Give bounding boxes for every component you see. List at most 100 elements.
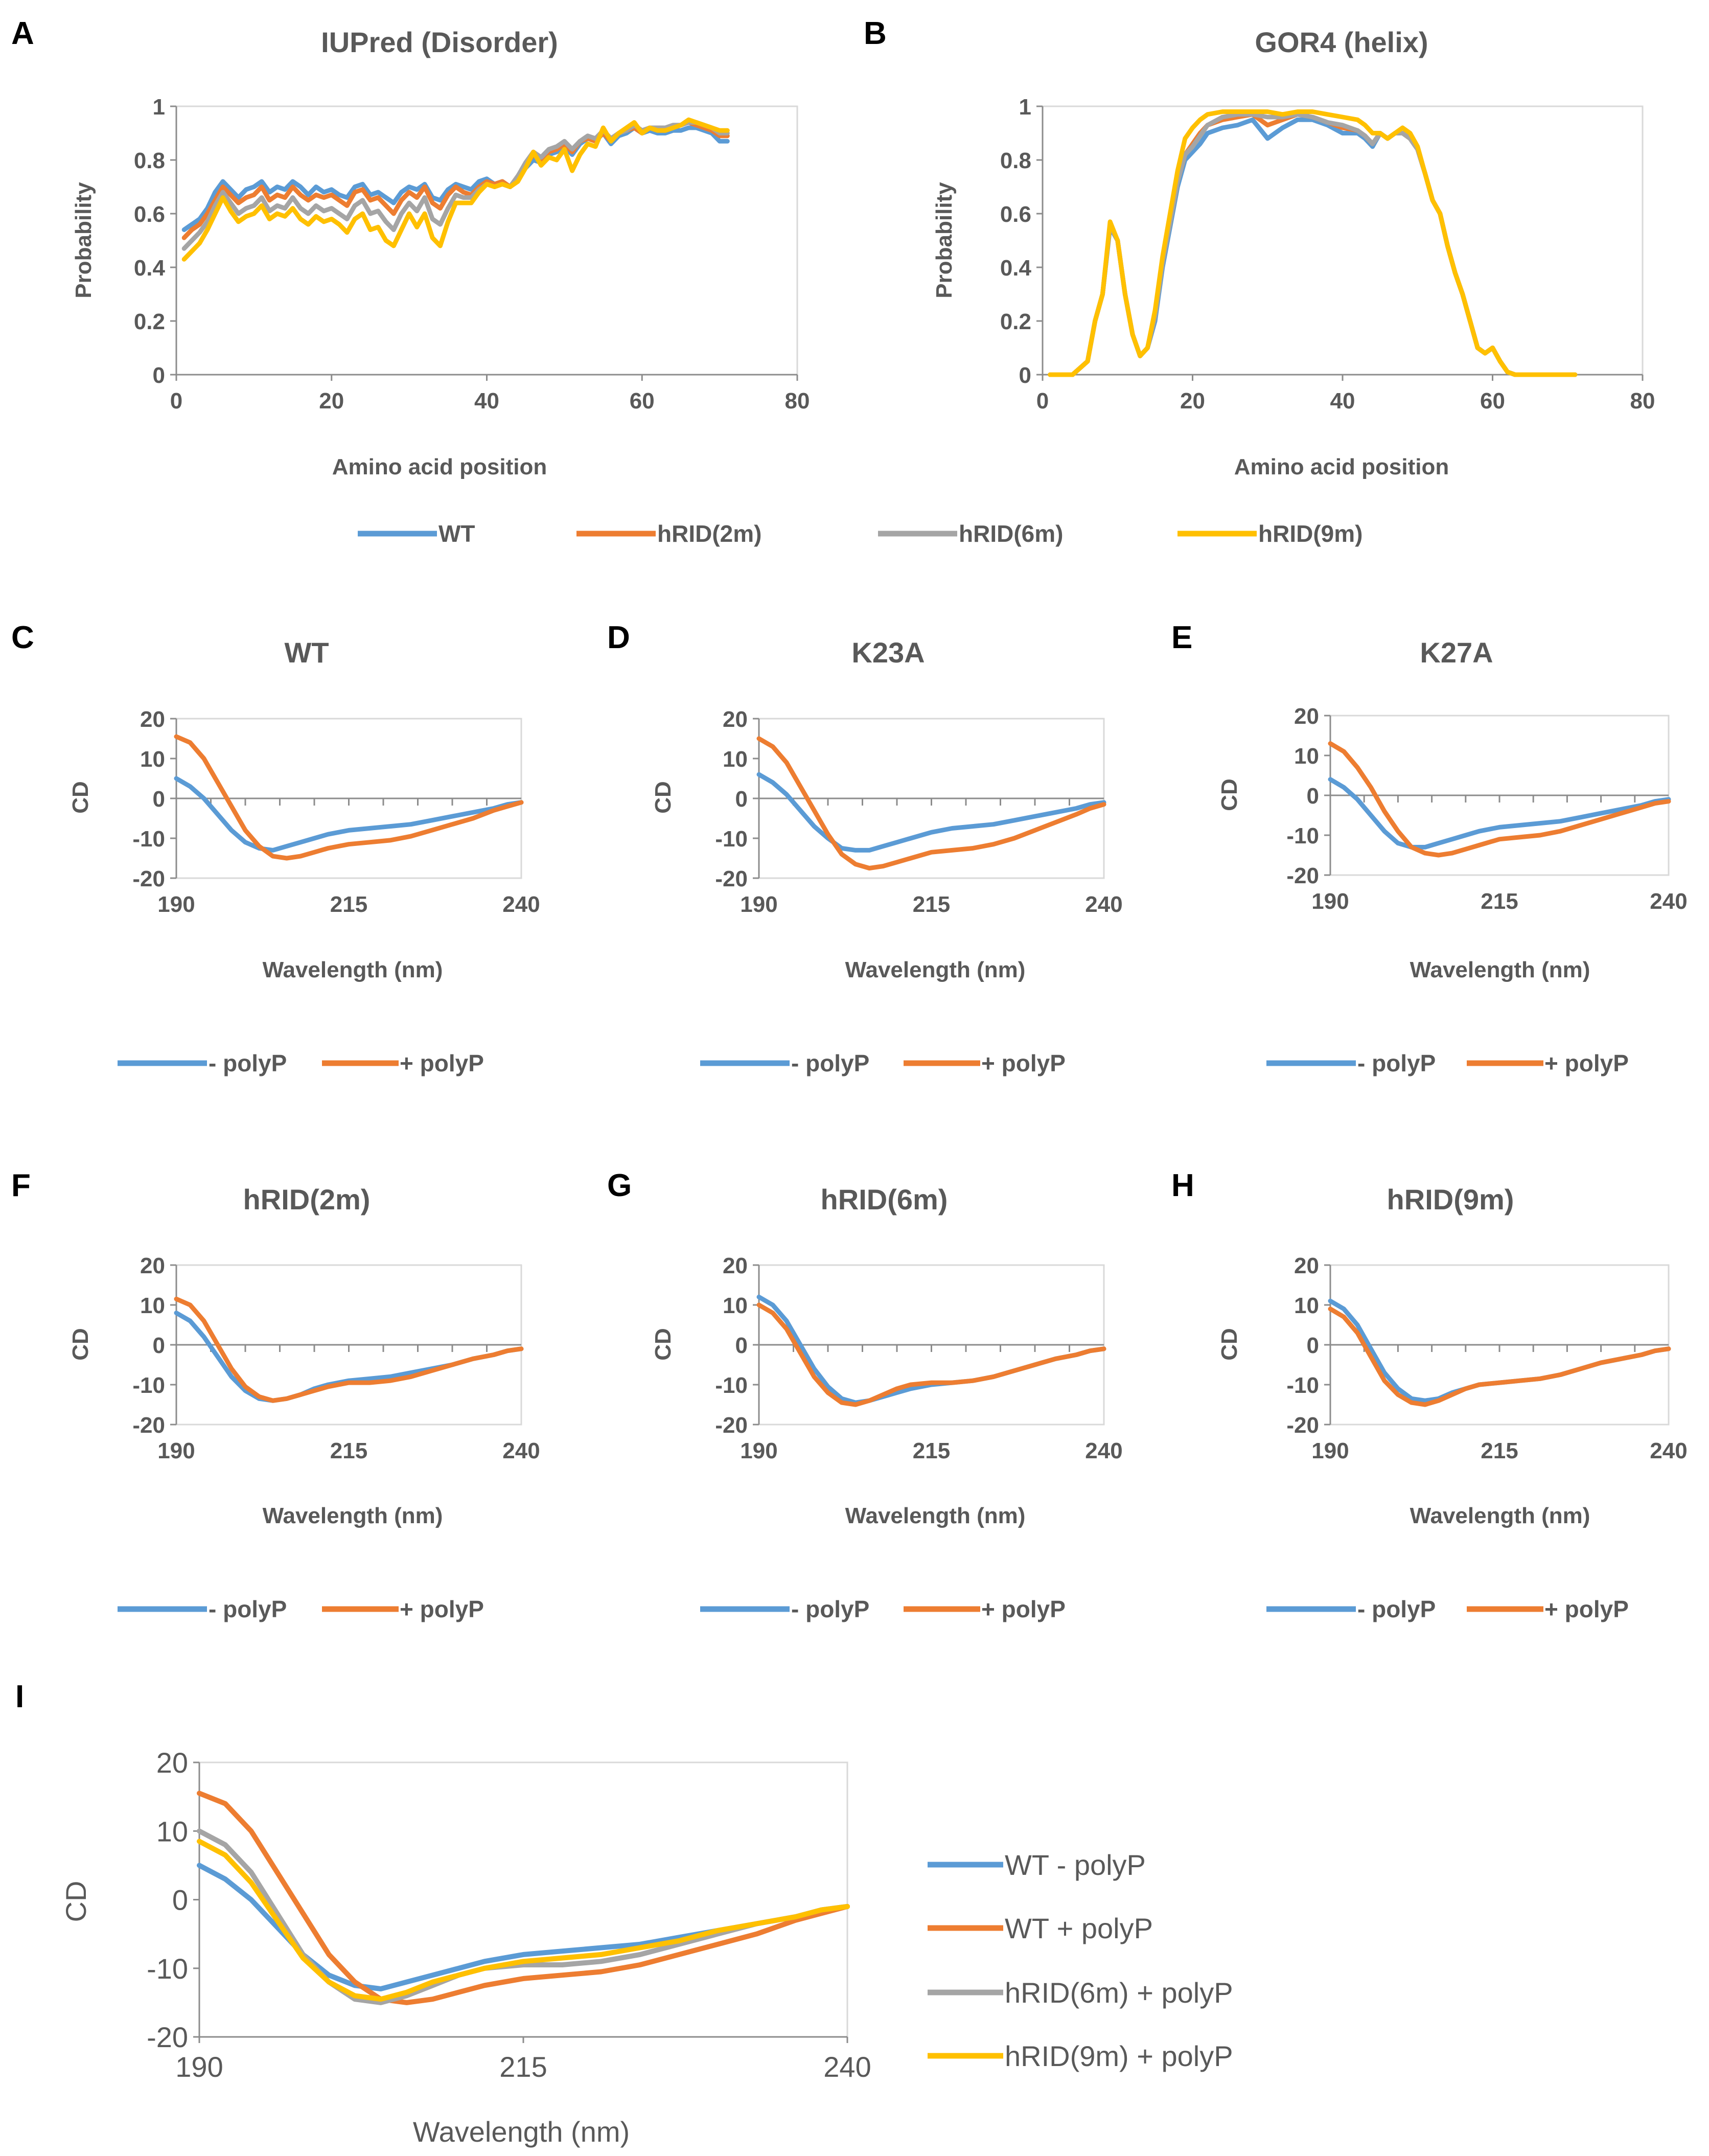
- x-tick-label-a: 60: [630, 388, 655, 414]
- y-tick-label-i: -20: [147, 2021, 188, 2053]
- y-tick-label-g: 10: [723, 1293, 748, 1318]
- x-tick-label-b: 0: [1036, 388, 1049, 414]
- legend-label-g-plus: + polyP: [981, 1596, 1066, 1622]
- chart-title-a: IUPred (Disorder): [321, 26, 558, 58]
- y-tick-label-f: 20: [140, 1253, 165, 1278]
- series-line-g-polyp: [756, 1302, 1106, 1407]
- y-tick-label-a: 0.2: [134, 309, 165, 334]
- y-axis-title-e: CD: [1217, 778, 1242, 811]
- plot-area-h: -20 -10 0 10 20 190 215 240: [1286, 1253, 1687, 1463]
- series-line-b-wt: [1048, 117, 1578, 377]
- series-line-i-wt-polyp: [197, 1791, 850, 2005]
- series-line-d-polyp: [756, 772, 1106, 853]
- panel-a: A IUPred (Disorder) Amino acid position …: [11, 16, 810, 479]
- x-tick-label-f: 190: [157, 1438, 195, 1463]
- plot-area-b: 0 0.2 0.4 0.6 0.8 1 0 20 40 60 80: [1000, 95, 1655, 414]
- x-tick-label-e: 190: [1311, 889, 1349, 914]
- y-axis-title-a: Probability: [71, 182, 96, 299]
- y-tick-label-d: -20: [715, 866, 748, 891]
- y-tick-label-b: 0.4: [1000, 256, 1032, 281]
- x-tick-label-c: 240: [502, 892, 540, 917]
- series-line-f-polyp: [174, 1311, 524, 1403]
- y-axis-title-b: Probability: [932, 182, 957, 299]
- x-tick-label-a: 80: [785, 388, 810, 414]
- y-tick-label-e: -10: [1286, 823, 1319, 848]
- x-tick-label-h: 215: [1481, 1438, 1518, 1463]
- x-tick-label-b: 20: [1180, 388, 1205, 414]
- y-tick-label-c: -10: [132, 827, 165, 852]
- y-tick-label-h: 0: [1307, 1333, 1319, 1358]
- x-tick-label-c: 190: [157, 892, 195, 917]
- y-tick-label-f: -10: [132, 1373, 165, 1398]
- legend-label-wt: WT: [438, 520, 475, 547]
- x-tick-label-i: 240: [823, 2051, 871, 2083]
- plot-area-c: -20 -10 0 10 20 190 215 240: [132, 707, 540, 917]
- legend-label-d-minus: - polyP: [791, 1050, 869, 1076]
- x-tick-label-b: 80: [1630, 388, 1655, 414]
- y-tick-label-i: -10: [147, 1953, 188, 1985]
- series-line-a-hrid-2m: [181, 120, 730, 240]
- y-tick-label-h: -20: [1286, 1413, 1319, 1438]
- x-axis-title-e: Wavelength (nm): [1410, 957, 1590, 982]
- plot-frame-a: [175, 105, 798, 376]
- y-tick-label-a: 0.8: [134, 148, 165, 173]
- y-tick-label-h: 20: [1294, 1253, 1319, 1278]
- x-tick-label-h: 190: [1311, 1438, 1349, 1463]
- x-tick-label-g: 190: [740, 1438, 777, 1463]
- plot-area-g: -20 -10 0 10 20 190 215 240: [715, 1253, 1122, 1463]
- y-tick-label-b: 1: [1019, 95, 1031, 120]
- panel-g: G hRID(6m) Wavelength (nm) CD -20 -10 0 10 2…: [607, 1168, 1123, 1622]
- panel-label-a: A: [11, 16, 34, 51]
- series-line-a-hrid-9m: [181, 117, 730, 262]
- plot-area-e: -20 -10 0 10 20 190 215 240: [1286, 704, 1687, 914]
- x-tick-label-e: 215: [1481, 889, 1518, 914]
- y-tick-label-i: 20: [156, 1747, 188, 1779]
- x-tick-label-i: 190: [175, 2051, 223, 2083]
- legend-label-f-plus: + polyP: [400, 1596, 484, 1622]
- y-tick-label-i: 0: [172, 1884, 188, 1916]
- x-axis-title-g: Wavelength (nm): [845, 1503, 1026, 1528]
- x-tick-label-b: 60: [1480, 388, 1505, 414]
- y-tick-label-h: -10: [1286, 1373, 1319, 1398]
- chart-title-f: hRID(2m): [243, 1183, 371, 1215]
- y-tick-label-b: 0.6: [1000, 202, 1031, 227]
- y-tick-label-g: -10: [715, 1373, 748, 1398]
- x-tick-label-d: 215: [913, 892, 950, 917]
- plot-area-a: 0 0.2 0.4 0.6 0.8 1 0 20 40 60 80: [134, 95, 810, 414]
- plot-area-d: -20 -10 0 10 20 190 215 240: [715, 707, 1122, 917]
- legend-label-e-plus: + polyP: [1544, 1050, 1629, 1076]
- legend-label-i-wt-plus: WT + polyP: [1005, 1912, 1153, 1944]
- chart-title-e: K27A: [1420, 636, 1493, 669]
- series-line-e-polyp: [1328, 741, 1671, 858]
- y-axis-title-c: CD: [68, 781, 93, 814]
- y-tick-label-f: 0: [153, 1333, 165, 1358]
- y-tick-label-a: 0.4: [134, 256, 166, 281]
- panel-label-f: F: [11, 1168, 31, 1203]
- panel-i: I Wavelength (nm) CD -20 -10 0 10 20 190 215 24…: [15, 1679, 1233, 2148]
- y-tick-label-b: 0: [1019, 363, 1031, 388]
- y-tick-label-g: 0: [735, 1333, 748, 1358]
- panel-c: C WT Wavelength (nm) CD -20 -10 0 10 20 190 21…: [11, 620, 540, 1076]
- y-tick-label-d: 0: [735, 787, 748, 812]
- x-tick-label-a: 40: [474, 388, 499, 414]
- y-tick-label-c: 10: [140, 747, 165, 772]
- series-line-c-polyp: [174, 776, 524, 853]
- y-tick-label-e: 20: [1294, 704, 1319, 729]
- panel-label-c: C: [11, 620, 34, 655]
- series-line-e-polyp: [1328, 777, 1671, 850]
- y-tick-label-d: 10: [723, 747, 748, 772]
- legend-label-h-plus: + polyP: [1544, 1596, 1629, 1622]
- legend-label-c-minus: - polyP: [209, 1050, 287, 1076]
- legend-label-i-hrid-9m: hRID(9m) + polyP: [1005, 2040, 1233, 2072]
- y-axis-title-i: CD: [60, 1881, 92, 1922]
- panel-label-h: H: [1171, 1168, 1194, 1203]
- x-tick-label-b: 40: [1330, 388, 1355, 414]
- panel-h: H hRID(9m) Wavelength (nm) CD -20 -10 0 10 2…: [1171, 1168, 1688, 1622]
- panel-label-b: B: [864, 16, 887, 51]
- legend-label-e-minus: - polyP: [1357, 1050, 1436, 1076]
- plot-area-f: -20 -10 0 10 20 190 215 240: [132, 1253, 540, 1463]
- x-tick-label-e: 240: [1650, 889, 1687, 914]
- legend-label-c-plus: + polyP: [400, 1050, 484, 1076]
- x-tick-label-a: 20: [319, 388, 344, 414]
- legend-label-i-wt-minus: WT - polyP: [1005, 1849, 1146, 1881]
